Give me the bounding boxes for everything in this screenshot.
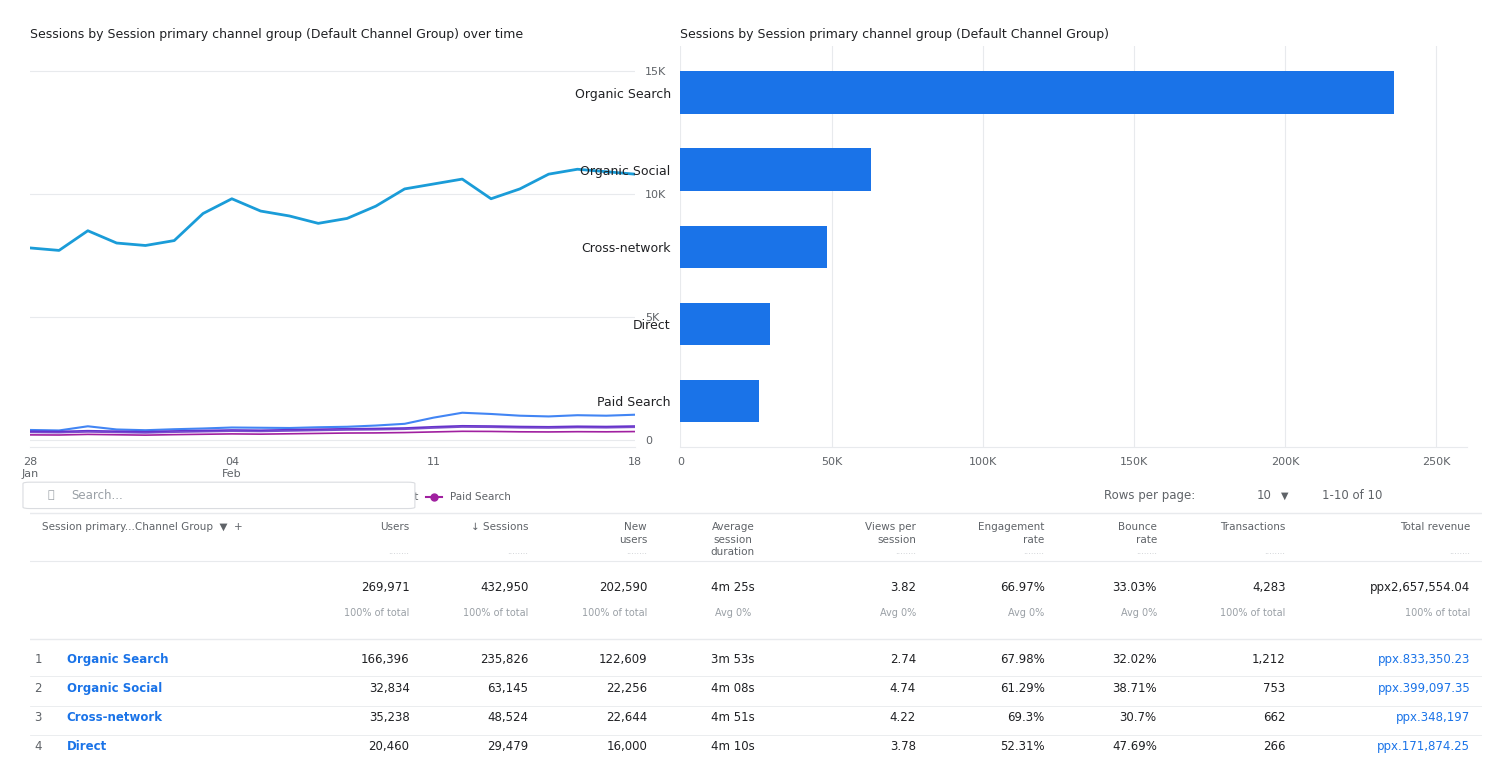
Text: ▼: ▼ — [1282, 490, 1288, 500]
Text: 10: 10 — [1256, 489, 1272, 502]
Text: Sessions by Session primary channel group (Default Channel Group): Sessions by Session primary channel grou… — [680, 28, 1110, 41]
Text: Avg 0%: Avg 0% — [880, 608, 916, 618]
Text: Rows per page:: Rows per page: — [1104, 489, 1196, 502]
Text: 1,212: 1,212 — [1252, 653, 1285, 666]
Text: Avg 0%: Avg 0% — [715, 608, 751, 618]
Text: Engagement
rate: Engagement rate — [978, 523, 1045, 545]
Text: Avg 0%: Avg 0% — [1120, 608, 1157, 618]
Text: 100% of total: 100% of total — [1405, 608, 1470, 618]
Text: 48,524: 48,524 — [487, 711, 528, 724]
Text: 38.71%: 38.71% — [1113, 682, 1157, 695]
Text: Bounce
rate: Bounce rate — [1117, 523, 1157, 545]
Text: 4m 51s: 4m 51s — [711, 711, 754, 724]
Text: 61.29%: 61.29% — [999, 682, 1045, 695]
Text: 4,283: 4,283 — [1252, 581, 1285, 594]
Text: ррх.171,874.25: ррх.171,874.25 — [1377, 740, 1470, 753]
Text: 100% of total: 100% of total — [582, 608, 647, 618]
Text: 100% of total: 100% of total — [1220, 608, 1285, 618]
Text: 4m 10s: 4m 10s — [711, 740, 754, 753]
Bar — [680, 148, 871, 191]
Text: 52.31%: 52.31% — [999, 740, 1045, 753]
Text: ........: ........ — [1136, 547, 1157, 557]
Text: 4m 25s: 4m 25s — [711, 581, 754, 594]
Text: 29,479: 29,479 — [487, 740, 528, 753]
Text: ........: ........ — [1264, 547, 1285, 557]
Text: 30.7%: 30.7% — [1119, 711, 1157, 724]
Text: 47.69%: 47.69% — [1111, 740, 1157, 753]
Legend: Organic Search, Organic Social, Cross-network, Direct, Paid Search: Organic Search, Organic Social, Cross-ne… — [35, 493, 511, 503]
Text: 269,971: 269,971 — [361, 581, 410, 594]
Text: 753: 753 — [1263, 682, 1285, 695]
Text: 100% of total: 100% of total — [345, 608, 410, 618]
Text: ........: ........ — [626, 547, 647, 557]
Text: 63,145: 63,145 — [487, 682, 528, 695]
Text: Search...: Search... — [71, 489, 122, 502]
Text: Total revenue: Total revenue — [1400, 523, 1470, 533]
Text: 66.97%: 66.97% — [999, 581, 1045, 594]
Text: 3m 53s: 3m 53s — [711, 653, 754, 666]
Text: 266: 266 — [1263, 740, 1285, 753]
Text: Sessions by Session primary channel group (Default Channel Group) over time: Sessions by Session primary channel grou… — [30, 28, 523, 41]
Text: Average
session
duration: Average session duration — [711, 523, 754, 557]
Text: ррх2,657,554.04: ррх2,657,554.04 — [1370, 581, 1470, 594]
Text: 20,460: 20,460 — [369, 740, 410, 753]
Text: 3.82: 3.82 — [891, 581, 916, 594]
Text: Avg 0%: Avg 0% — [1009, 608, 1045, 618]
Text: ........: ........ — [1448, 547, 1470, 557]
Text: 22,256: 22,256 — [606, 682, 647, 695]
Text: 202,590: 202,590 — [599, 581, 647, 594]
Text: ........: ........ — [389, 547, 410, 557]
Bar — [680, 380, 759, 423]
Text: 16,000: 16,000 — [606, 740, 647, 753]
Text: 🔍: 🔍 — [48, 490, 54, 500]
Text: Organic Social: Organic Social — [67, 682, 162, 695]
Text: Transactions: Transactions — [1220, 523, 1285, 533]
Text: 4m 08s: 4m 08s — [711, 682, 754, 695]
Text: 32.02%: 32.02% — [1113, 653, 1157, 666]
Text: 1-10 of 10: 1-10 of 10 — [1321, 489, 1382, 502]
Text: ........: ........ — [508, 547, 528, 557]
Text: Organic Search: Organic Search — [67, 653, 168, 666]
Text: Session primary...Channel Group  ▼  +: Session primary...Channel Group ▼ + — [42, 523, 242, 533]
Text: 3: 3 — [35, 711, 42, 724]
Text: 122,609: 122,609 — [599, 653, 647, 666]
Text: Direct: Direct — [67, 740, 107, 753]
FancyBboxPatch shape — [23, 482, 414, 509]
Bar — [680, 72, 1394, 113]
Text: 3.78: 3.78 — [891, 740, 916, 753]
Text: 100% of total: 100% of total — [463, 608, 528, 618]
Text: 69.3%: 69.3% — [1007, 711, 1045, 724]
Text: Views per
session: Views per session — [865, 523, 916, 545]
Text: ррх.348,197: ррх.348,197 — [1396, 711, 1470, 724]
Text: 235,826: 235,826 — [479, 653, 528, 666]
Text: ррх.833,350.23: ррх.833,350.23 — [1377, 653, 1470, 666]
Text: 4.22: 4.22 — [889, 711, 916, 724]
Text: 662: 662 — [1263, 711, 1285, 724]
Text: 35,238: 35,238 — [369, 711, 410, 724]
Text: 2: 2 — [35, 682, 42, 695]
Text: Users: Users — [381, 523, 410, 533]
Text: 4: 4 — [35, 740, 42, 753]
Text: 67.98%: 67.98% — [999, 653, 1045, 666]
Text: ........: ........ — [895, 547, 916, 557]
Text: ррх.399,097.35: ррх.399,097.35 — [1377, 682, 1470, 695]
Text: 32,834: 32,834 — [369, 682, 410, 695]
Text: ........: ........ — [723, 547, 744, 557]
Text: New
users: New users — [618, 523, 647, 545]
Text: 1: 1 — [35, 653, 42, 666]
Bar — [680, 226, 827, 268]
Text: 22,644: 22,644 — [606, 711, 647, 724]
Text: ........: ........ — [1024, 547, 1045, 557]
Text: Cross-network: Cross-network — [67, 711, 162, 724]
Text: 4.74: 4.74 — [889, 682, 916, 695]
Text: ↓ Sessions: ↓ Sessions — [470, 523, 528, 533]
Text: 432,950: 432,950 — [479, 581, 528, 594]
Text: 33.03%: 33.03% — [1113, 581, 1157, 594]
Text: 166,396: 166,396 — [361, 653, 410, 666]
Bar — [680, 303, 770, 345]
Text: 2.74: 2.74 — [889, 653, 916, 666]
